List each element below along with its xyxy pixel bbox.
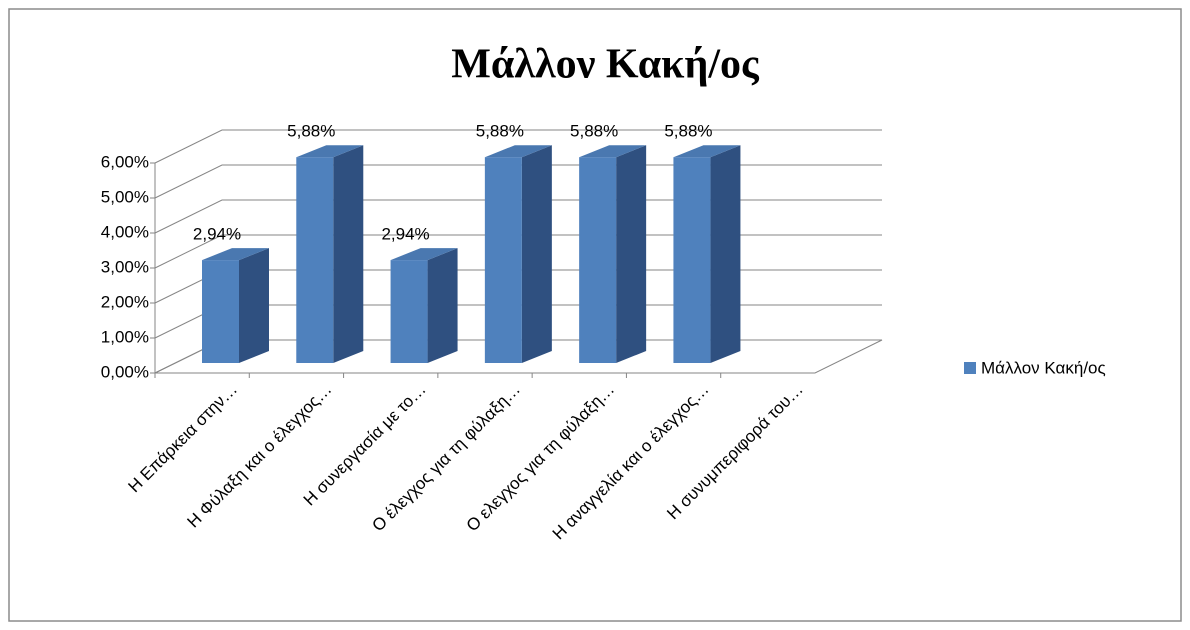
- bar-top: [579, 145, 647, 158]
- value-label: 5,88%: [476, 122, 524, 141]
- grid-line: [154, 234, 882, 269]
- bar-side: [521, 145, 552, 363]
- value-label: 5,88%: [664, 122, 712, 141]
- y-tick-label: 4,00%: [101, 222, 149, 241]
- bar-top: [296, 145, 364, 158]
- y-tick-label: 0,00%: [101, 362, 149, 381]
- value-label: 5,88%: [570, 122, 618, 141]
- bar: [484, 157, 522, 363]
- bar: [296, 157, 334, 363]
- value-label: 5,88%: [287, 122, 335, 141]
- bar-top: [673, 145, 741, 158]
- bar: [579, 157, 617, 363]
- legend-swatch: [964, 362, 976, 374]
- bar: [390, 260, 428, 363]
- grid-line: [154, 199, 882, 234]
- bar: [202, 260, 239, 363]
- bar: [673, 157, 711, 363]
- bar-side: [710, 145, 741, 363]
- y-tick-label: 6,00%: [101, 152, 149, 171]
- value-label: 2,94%: [381, 225, 429, 244]
- bar-side: [333, 145, 364, 363]
- y-tick-label: 3,00%: [101, 257, 149, 276]
- grid-line: [154, 164, 882, 199]
- bar-side: [616, 145, 647, 363]
- bar-side: [427, 248, 458, 363]
- y-tick-label: 5,00%: [101, 187, 149, 206]
- y-tick-label: 1,00%: [101, 327, 149, 346]
- chart-title: Μάλλον Κακή/ος: [451, 42, 760, 88]
- grid-line: [154, 129, 882, 164]
- value-label: 2,94%: [193, 225, 241, 244]
- y-tick-label: 2,00%: [101, 292, 149, 311]
- bar-top: [390, 248, 458, 261]
- bar-top: [202, 248, 269, 261]
- bar-top: [484, 145, 552, 158]
- bar-side: [239, 248, 269, 363]
- legend-label: Μάλλον Κακή/ος: [981, 358, 1106, 377]
